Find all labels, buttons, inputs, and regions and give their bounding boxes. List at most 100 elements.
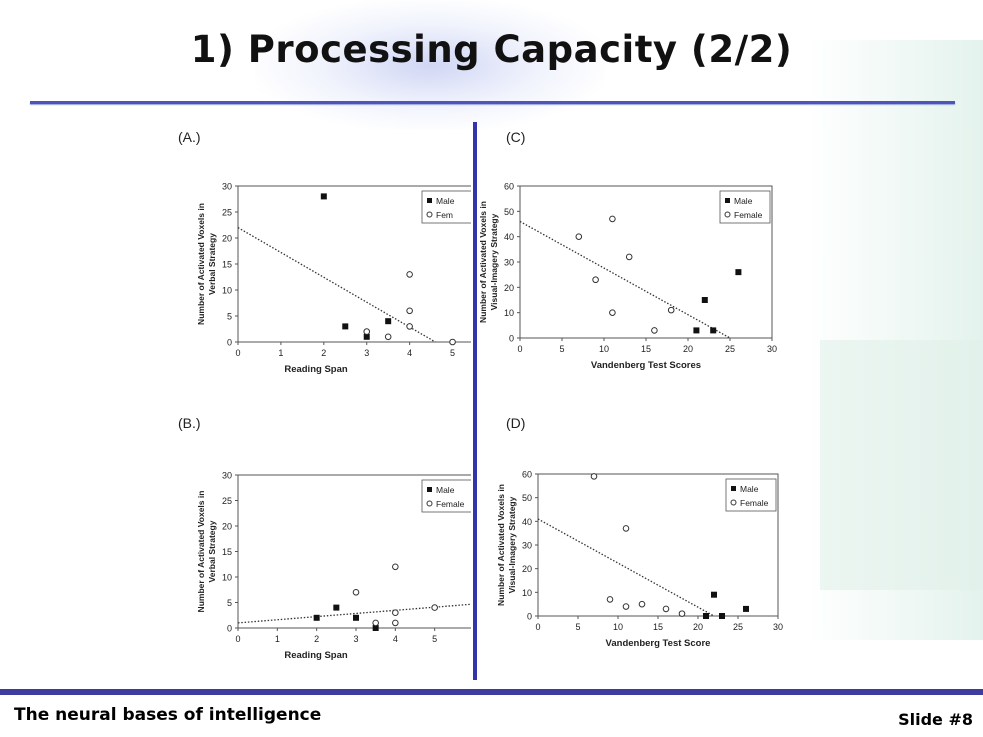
data-point-female: [372, 619, 379, 627]
y-axis-label-line: Verbal Strategy: [207, 233, 217, 295]
data-point-female: [662, 605, 670, 613]
data-point-female: [352, 589, 360, 596]
x-tick-label: 5: [559, 344, 564, 354]
x-tick-label: 10: [613, 622, 623, 632]
y-tick-label: 30: [222, 471, 232, 481]
legend-marker-female: [724, 211, 731, 218]
legend-marker-female: [426, 500, 433, 507]
data-point-female: [606, 596, 614, 603]
data-point-female: [667, 306, 675, 314]
data-point-male: [353, 614, 359, 621]
legend-label: Male: [734, 196, 753, 206]
y-tick-label: 50: [504, 207, 514, 217]
legend-box: [421, 479, 472, 513]
trendline: [520, 220, 731, 339]
x-tick-label: 3: [353, 634, 358, 644]
y-tick-label: 5: [227, 312, 232, 322]
y-tick-label: 10: [504, 308, 514, 318]
y-tick-label: 25: [222, 496, 232, 506]
y-tick-label: 0: [527, 612, 532, 622]
y-tick-label: 20: [222, 234, 232, 244]
data-point-male: [701, 297, 708, 303]
y-tick-label: 20: [504, 283, 514, 293]
x-tick-label: 30: [773, 622, 783, 632]
y-tick-label: 0: [227, 624, 232, 634]
chart-panel-c: (C) 0 10 20 30 40 50 60 0 5 10 15 20 25 30 Vandenberg T…: [478, 122, 778, 406]
y-axis-label-line: Visual-Imagery Strategy: [489, 213, 499, 310]
legend-label: Male: [436, 196, 455, 206]
y-tick-label: 40: [504, 232, 514, 242]
y-tick-label: 20: [522, 564, 532, 574]
data-point-female: [678, 610, 686, 617]
legend-label: Female: [734, 210, 763, 220]
data-point-male: [693, 327, 700, 334]
x-tick-label: 0: [517, 344, 522, 354]
chart-svg: (D) 0 10 20 30 40 50 60 0 5 10 15 20 25 30 Vandenberg T…: [496, 415, 783, 649]
x-axis-label: Vandenberg Test Score: [606, 638, 711, 649]
y-tick-label: 0: [509, 334, 514, 344]
legend-label: Female: [436, 499, 465, 509]
footer-title: The neural bases of intelligence: [14, 705, 322, 725]
y-axis-label-line: Verbal Strategy: [207, 520, 217, 582]
y-tick-label: 10: [522, 588, 532, 598]
y-tick-label: 20: [222, 522, 232, 532]
x-tick-label: 20: [683, 344, 693, 354]
legend-marker-male: [427, 487, 432, 492]
background-panel: [820, 340, 983, 590]
x-axis-label: Reading Span: [284, 650, 348, 661]
data-point-female: [449, 338, 456, 346]
data-point-female: [592, 276, 599, 284]
x-tick-label: 15: [641, 344, 651, 354]
data-point-female: [625, 253, 633, 261]
data-point-female: [406, 323, 413, 330]
chart-panel-b: (B.)0510152025300123456Reading SpanNumbe…: [150, 408, 472, 678]
data-point-male: [385, 318, 392, 325]
y-axis-label: Number of Activated Voxels inVerbal Stra…: [196, 203, 217, 325]
slide-title: 1) Processing Capacity (2/2): [190, 28, 793, 71]
legend-box: [719, 190, 771, 224]
data-point-female: [392, 563, 399, 571]
y-tick-label: 30: [222, 182, 232, 192]
legend-marker-male: [731, 486, 736, 491]
x-tick-label: 5: [450, 348, 455, 358]
y-tick-label: 25: [222, 208, 232, 218]
chart-svg: (C) 0 10 20 30 40 50 60 0 5 10 15 20 25 30 Vandenberg T…: [478, 129, 777, 371]
data-point-female: [609, 309, 616, 316]
data-point-female: [590, 473, 598, 480]
legend-marker-male: [427, 198, 432, 203]
data-point-female: [406, 271, 413, 278]
chart-panel-d: (D) 0 10 20 30 40 50 60 0 5 10 15 20 25 30 Vandenberg T…: [478, 408, 788, 678]
data-point-female: [384, 333, 392, 341]
data-point-female: [406, 307, 413, 315]
legend-label: Fem: [436, 210, 453, 220]
data-point-female: [622, 603, 630, 610]
panel-label: (B.): [178, 415, 201, 431]
data-point-female: [363, 328, 371, 335]
panel-label: (D): [506, 415, 525, 431]
data-point-female: [651, 327, 658, 334]
y-tick-label: 30: [504, 258, 514, 268]
y-tick-label: 10: [222, 286, 232, 296]
data-point-male: [711, 591, 717, 598]
x-tick-label: 25: [725, 344, 735, 354]
x-tick-label: 3: [364, 348, 369, 358]
legend-box: [421, 190, 472, 224]
data-point-female: [431, 604, 438, 611]
y-axis-label-line: Number of Activated Voxels in: [196, 491, 206, 613]
legend-label: Female: [740, 498, 769, 508]
data-point-male: [363, 333, 370, 340]
x-tick-label: 20: [693, 622, 703, 632]
y-tick-label: 40: [522, 517, 532, 527]
title-underline: [30, 101, 955, 104]
data-point-male: [342, 323, 349, 330]
data-point-female: [575, 233, 583, 240]
data-point-female: [392, 619, 399, 627]
x-tick-label: 30: [767, 344, 777, 354]
y-tick-label: 60: [504, 182, 514, 192]
chart-panel-a: (A.) 0 5 10 15 20 25 30 0 1 2 3 4 5 Reading Span Number…: [150, 122, 472, 406]
y-axis-label-line: Number of Activated Voxels in: [478, 201, 488, 323]
legend-marker-female: [730, 499, 737, 506]
x-tick-label: 4: [407, 348, 412, 358]
x-tick-label: 4: [393, 634, 398, 644]
panel-label: (C): [506, 129, 525, 145]
